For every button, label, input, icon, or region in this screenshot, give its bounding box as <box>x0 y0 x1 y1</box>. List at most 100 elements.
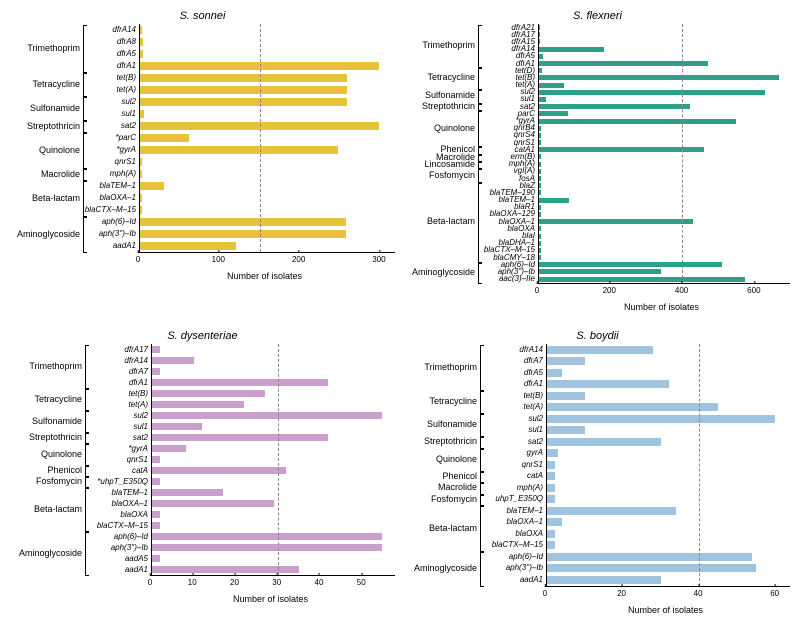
gene-label: dfrA14 <box>485 344 543 356</box>
bar-row <box>539 225 790 232</box>
bar <box>539 255 541 260</box>
bar-row <box>539 182 790 189</box>
gene-label: *gyrA <box>88 144 136 156</box>
gene-label: blaCTX–M–15 <box>90 520 148 531</box>
bar-row <box>152 531 395 542</box>
drug-class-label: Fosfomycin <box>10 476 82 487</box>
x-tick: 200 <box>292 253 305 264</box>
bar-row <box>539 110 790 117</box>
bar <box>140 218 346 226</box>
bar-row <box>539 132 790 139</box>
bar <box>539 226 541 231</box>
bar-row <box>539 60 790 67</box>
bar-row <box>539 38 790 45</box>
drug-class-label: Fosfomycin <box>405 494 477 506</box>
bar <box>539 90 765 95</box>
gene-label: *uhpT_E350Q <box>90 476 148 487</box>
bar <box>539 169 541 174</box>
bar-row <box>152 454 395 465</box>
chart-panel: S. dysenteriaeTrimethoprimTetracyclineSu… <box>10 330 395 632</box>
gene-label: qnrS1 <box>88 156 136 168</box>
bar-row <box>539 31 790 38</box>
bar-row <box>152 366 395 377</box>
group-bracket <box>480 552 484 587</box>
x-tick: 0 <box>543 587 547 598</box>
bar-row <box>547 402 790 414</box>
drug-class-label: Sulfonamide <box>10 96 80 120</box>
bar <box>140 182 164 190</box>
gene-label: aph(6)–Id <box>88 216 136 228</box>
bar-row <box>547 517 790 529</box>
bar-row <box>539 46 790 53</box>
bar <box>152 390 265 398</box>
bar-row <box>539 168 790 175</box>
bar <box>140 98 347 106</box>
bar <box>539 140 541 145</box>
drug-class-label: Trimethoprim <box>405 344 477 390</box>
chart-body: TrimethoprimTetracyclineSulfonamideStrep… <box>405 24 790 283</box>
bar-row <box>539 197 790 204</box>
bar-row <box>140 216 395 228</box>
chart-body: TrimethoprimTetracyclineSulfonamideStrep… <box>10 24 395 252</box>
bar <box>152 544 382 552</box>
bar-row <box>547 356 790 368</box>
x-axis: 0100200300 <box>138 252 395 273</box>
group-bracket <box>83 181 87 217</box>
bar-row <box>140 228 395 240</box>
bar <box>152 346 160 354</box>
x-tick: 100 <box>212 253 225 264</box>
gene-label: mph(A) <box>88 168 136 180</box>
chart-body: TrimethoprimTetracyclineSulfonamideStrep… <box>405 344 790 586</box>
bar <box>152 368 160 376</box>
drug-class-label: Quinolone <box>10 132 80 168</box>
group-bracket <box>478 25 482 68</box>
drug-class-label: Phenicol <box>10 465 82 476</box>
x-axis: 0200400600 <box>537 283 790 304</box>
gene-label: dfrA5 <box>88 48 136 60</box>
bar <box>547 576 661 584</box>
bar <box>140 206 142 214</box>
gene-label: qnrS1 <box>90 454 148 465</box>
drug-class-label: Quinolone <box>405 110 475 146</box>
bar-row <box>539 139 790 146</box>
panel-title: S. sonnei <box>10 10 395 22</box>
drug-class-label: Trimethoprim <box>405 24 475 67</box>
gene-label: dfrA8 <box>88 36 136 48</box>
bar-row <box>140 60 395 72</box>
gene-label: *gyrA <box>90 443 148 454</box>
bar-row <box>547 413 790 425</box>
bar-row <box>539 67 790 74</box>
gene-label: dfrA14 <box>88 24 136 36</box>
bar-row <box>152 509 395 520</box>
bar <box>152 522 160 530</box>
bar <box>140 146 338 154</box>
bar-row <box>539 89 790 96</box>
bar-row <box>539 211 790 218</box>
bar-row <box>547 390 790 402</box>
gene-label: blaOXA <box>90 509 148 520</box>
bar <box>152 478 160 486</box>
group-bracket <box>85 488 89 532</box>
gene-label: dfrA1 <box>90 377 148 388</box>
x-axis: 01020304050 <box>150 575 395 596</box>
gene-label: sul2 <box>88 96 136 108</box>
bar <box>547 426 585 434</box>
bar-row <box>539 74 790 81</box>
group-bracket <box>478 183 482 262</box>
gene-label: qnrS1 <box>485 459 543 471</box>
bar-row <box>140 96 395 108</box>
group-bracket <box>85 477 89 488</box>
bar-row <box>539 146 790 153</box>
chart-grid: S. sonneiTrimethoprimTetracyclineSulfona… <box>10 10 790 632</box>
drug-class-label: Tetracycline <box>405 67 475 89</box>
gene-label: tet(B) <box>88 72 136 84</box>
bar-row <box>152 476 395 487</box>
bar-row <box>140 48 395 60</box>
gene-label: catA <box>90 465 148 476</box>
drug-class-label: Trimethoprim <box>10 24 80 72</box>
gene-label: dfrA7 <box>90 366 148 377</box>
bar-row <box>547 563 790 575</box>
group-bracket <box>83 25 87 73</box>
bar <box>140 134 189 142</box>
bar-row <box>547 344 790 356</box>
